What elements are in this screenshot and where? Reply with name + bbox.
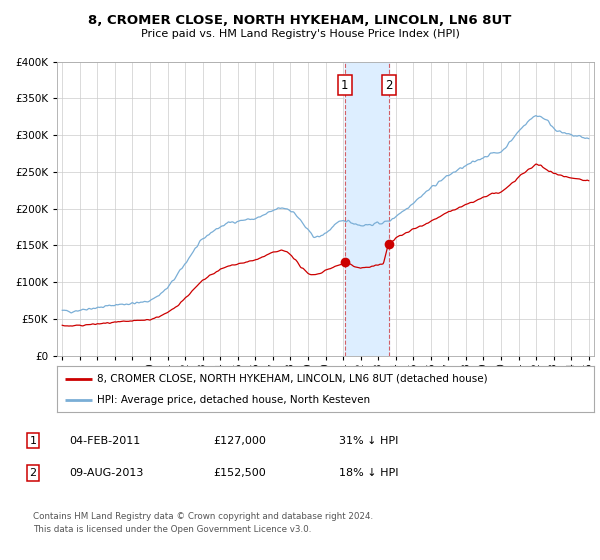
Text: 2: 2 bbox=[385, 78, 392, 92]
Text: Contains HM Land Registry data © Crown copyright and database right 2024.
This d: Contains HM Land Registry data © Crown c… bbox=[33, 512, 373, 534]
Text: 2: 2 bbox=[29, 468, 37, 478]
Text: 1: 1 bbox=[29, 436, 37, 446]
Text: £152,500: £152,500 bbox=[213, 468, 266, 478]
Text: 8, CROMER CLOSE, NORTH HYKEHAM, LINCOLN, LN6 8UT: 8, CROMER CLOSE, NORTH HYKEHAM, LINCOLN,… bbox=[88, 14, 512, 27]
Text: Price paid vs. HM Land Registry's House Price Index (HPI): Price paid vs. HM Land Registry's House … bbox=[140, 29, 460, 39]
Text: 18% ↓ HPI: 18% ↓ HPI bbox=[339, 468, 398, 478]
Text: 31% ↓ HPI: 31% ↓ HPI bbox=[339, 436, 398, 446]
Text: 1: 1 bbox=[341, 78, 349, 92]
Bar bbox=[344, 62, 389, 356]
Text: 8, CROMER CLOSE, NORTH HYKEHAM, LINCOLN, LN6 8UT (detached house): 8, CROMER CLOSE, NORTH HYKEHAM, LINCOLN,… bbox=[97, 374, 488, 384]
Text: HPI: Average price, detached house, North Kesteven: HPI: Average price, detached house, Nort… bbox=[97, 395, 370, 405]
Text: £127,000: £127,000 bbox=[213, 436, 266, 446]
Text: 09-AUG-2013: 09-AUG-2013 bbox=[69, 468, 143, 478]
Text: 04-FEB-2011: 04-FEB-2011 bbox=[69, 436, 140, 446]
